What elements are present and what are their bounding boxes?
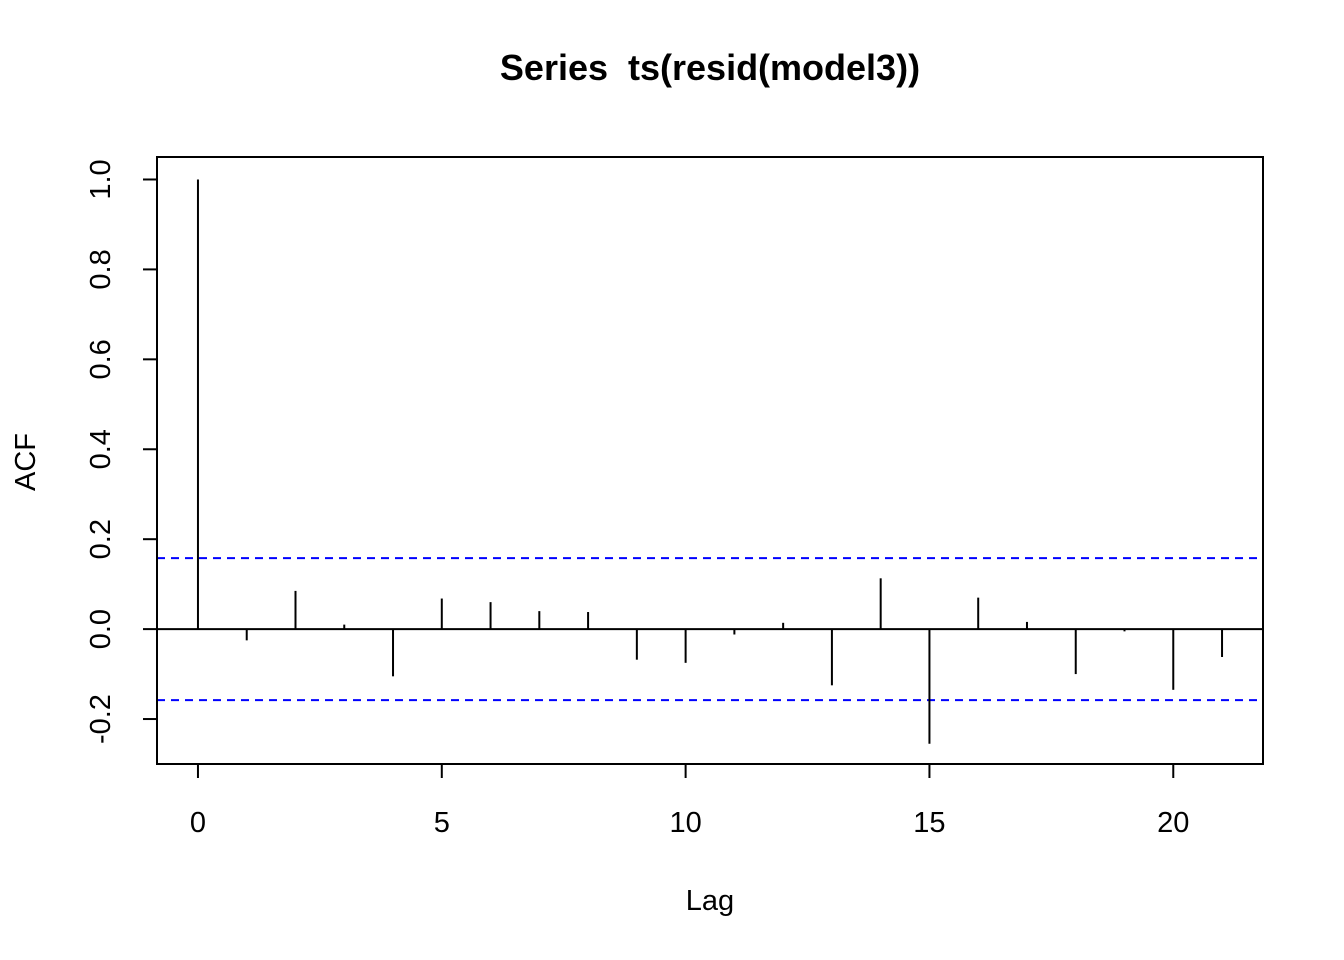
x-axis-label: Lag [686, 885, 734, 917]
plot-frame [156, 156, 1264, 765]
y-tick-label: 0.4 [85, 429, 117, 469]
y-tick-label: 0.6 [85, 339, 117, 379]
y-tick-label: 0.2 [85, 519, 117, 559]
y-tick-label: -0.2 [85, 694, 117, 744]
x-tick-label: 10 [669, 807, 701, 839]
x-tick-label: 15 [913, 807, 945, 839]
y-tick-label: 0.0 [85, 609, 117, 649]
y-axis-label: ACF [10, 433, 42, 491]
plot-area [157, 179, 1263, 744]
x-tick-label: 0 [190, 807, 206, 839]
y-tick-label: 0.8 [85, 249, 117, 289]
y-tick-label: 1.0 [85, 159, 117, 199]
x-tick-label: 20 [1157, 807, 1189, 839]
x-tick-label: 5 [434, 807, 450, 839]
chart-title: Series ts(resid(model3)) [500, 47, 920, 88]
